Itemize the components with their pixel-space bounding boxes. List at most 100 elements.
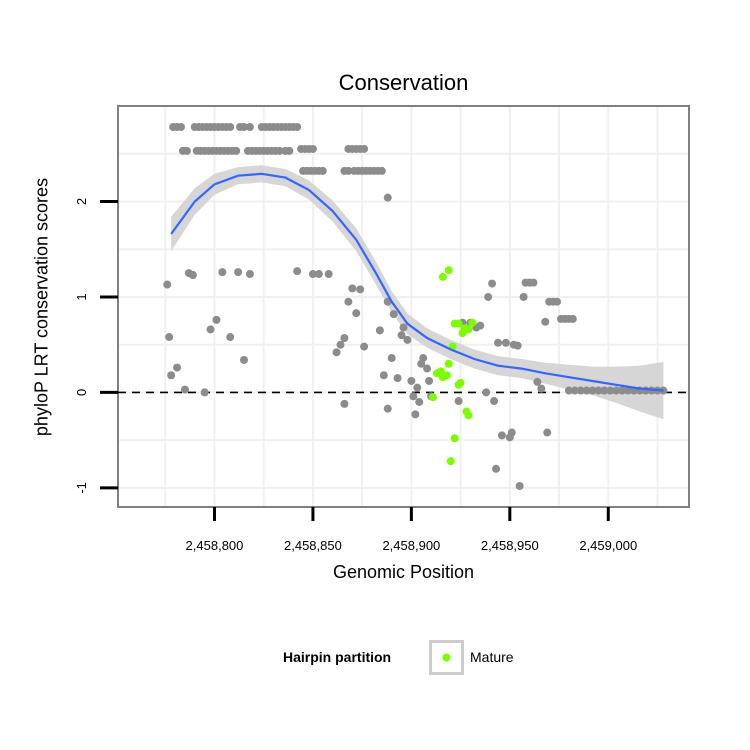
data-point-other bbox=[488, 279, 497, 288]
x-axis-label: Genomic Position bbox=[332, 562, 475, 582]
data-point-other bbox=[360, 342, 369, 351]
data-point-other bbox=[419, 354, 428, 363]
data-point-other bbox=[163, 280, 172, 289]
data-point-other bbox=[167, 371, 176, 380]
data-point-mature bbox=[464, 411, 473, 420]
data-point-other bbox=[564, 386, 573, 395]
x-tick-label: 2,458,800 bbox=[186, 538, 244, 553]
data-point-other bbox=[413, 383, 422, 392]
data-point-other bbox=[501, 338, 510, 347]
data-point-other bbox=[173, 363, 182, 372]
data-point-other bbox=[188, 270, 197, 279]
data-point-other bbox=[240, 123, 249, 132]
data-point-other bbox=[588, 386, 597, 395]
data-point-other bbox=[476, 321, 485, 330]
data-point-other bbox=[340, 399, 349, 408]
data-point-other bbox=[533, 377, 542, 386]
legend-title: Hairpin partition bbox=[283, 649, 392, 665]
data-point-other bbox=[379, 371, 388, 380]
data-point-other bbox=[403, 335, 412, 344]
data-point-other bbox=[541, 317, 550, 326]
x-tick-label: 2,458,900 bbox=[382, 538, 440, 553]
data-point-other bbox=[576, 386, 585, 395]
x-tick-label: 2,459,000 bbox=[579, 538, 637, 553]
data-point-other bbox=[308, 144, 317, 153]
data-point-other bbox=[165, 333, 174, 342]
data-point-other bbox=[218, 268, 227, 277]
data-point-other bbox=[285, 146, 294, 155]
data-point-mature bbox=[436, 367, 445, 376]
data-point-other bbox=[492, 464, 501, 473]
data-point-other bbox=[348, 284, 357, 293]
data-point-other bbox=[293, 123, 302, 132]
data-point-other bbox=[226, 123, 235, 132]
data-point-other bbox=[494, 338, 503, 347]
data-point-other bbox=[332, 348, 341, 357]
data-point-other bbox=[352, 309, 361, 318]
data-point-other bbox=[594, 386, 603, 395]
y-tick-label: -1 bbox=[74, 482, 89, 494]
data-point-other bbox=[411, 410, 420, 419]
data-point-mature bbox=[446, 457, 455, 466]
data-point-other bbox=[623, 386, 632, 395]
chart-title: Conservation bbox=[338, 70, 469, 95]
data-point-other bbox=[387, 354, 396, 363]
legend-label-mature: Mature bbox=[470, 649, 514, 665]
data-point-other bbox=[308, 270, 317, 279]
data-point-other bbox=[377, 166, 386, 175]
smooth-line bbox=[170, 172, 664, 392]
data-point-other bbox=[497, 431, 506, 440]
legend-key-mature bbox=[429, 640, 464, 675]
data-point-mature bbox=[429, 393, 438, 402]
data-point-other bbox=[600, 386, 609, 395]
data-point-other bbox=[177, 123, 186, 132]
data-point-other bbox=[537, 384, 546, 393]
data-point-other bbox=[425, 376, 434, 385]
data-point-other bbox=[245, 270, 254, 279]
data-point-mature bbox=[444, 266, 453, 275]
data-point-other bbox=[383, 193, 392, 202]
data-point-mature bbox=[468, 318, 477, 327]
data-point-other bbox=[293, 267, 302, 276]
data-point-other bbox=[318, 166, 327, 175]
data-point-other bbox=[570, 386, 579, 395]
data-point-other bbox=[618, 386, 627, 395]
data-point-other bbox=[275, 146, 284, 155]
x-tick-label: 2,458,950 bbox=[481, 538, 539, 553]
data-point-other bbox=[360, 144, 369, 153]
data-point-other bbox=[490, 397, 499, 406]
data-point-mature bbox=[442, 371, 451, 380]
x-tick-label: 2,458,850 bbox=[284, 538, 342, 553]
data-point-other bbox=[232, 146, 241, 155]
data-point-other bbox=[314, 270, 323, 279]
legend-dot-mature bbox=[442, 653, 451, 662]
data-point-other bbox=[423, 364, 432, 373]
data-point-other bbox=[407, 376, 416, 385]
data-point-other bbox=[513, 341, 522, 350]
data-point-other bbox=[245, 123, 254, 132]
data-point-other bbox=[206, 325, 215, 334]
data-point-other bbox=[240, 355, 249, 364]
data-point-other bbox=[182, 146, 191, 155]
data-point-other bbox=[484, 292, 493, 301]
points-mature-group bbox=[429, 266, 477, 466]
data-point-other bbox=[344, 297, 353, 306]
data-point-other bbox=[482, 388, 491, 397]
data-point-mature bbox=[454, 319, 463, 328]
data-point-other bbox=[409, 392, 418, 401]
data-point-other bbox=[180, 385, 189, 394]
data-point-other bbox=[234, 268, 243, 277]
data-point-other bbox=[606, 386, 615, 395]
data-point-other bbox=[336, 340, 345, 349]
data-point-other bbox=[415, 397, 424, 406]
data-point-other bbox=[340, 334, 349, 343]
smooth-line-group bbox=[170, 172, 664, 392]
legend: Hairpin partition Mature bbox=[0, 640, 750, 676]
data-point-other bbox=[356, 285, 365, 294]
data-point-other bbox=[393, 374, 402, 383]
axes-group: 2,458,800 2,458,850 2,458,900 2,458,950 2,45… bbox=[74, 198, 637, 553]
y-tick-label: 2 bbox=[74, 198, 89, 205]
data-point-other bbox=[553, 297, 562, 306]
data-point-other bbox=[324, 270, 333, 279]
